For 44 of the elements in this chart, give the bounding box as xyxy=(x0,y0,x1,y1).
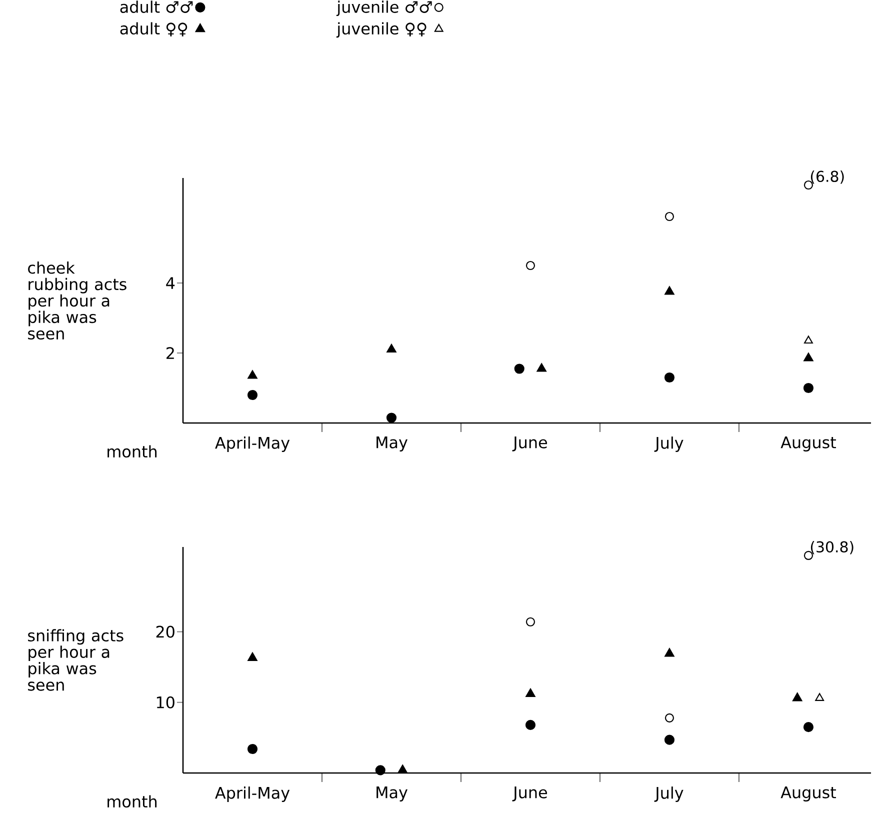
y-axis-title: sniffing acts per hour a pika was seen xyxy=(28,629,124,691)
point xyxy=(803,722,814,732)
annotation: (6.8) xyxy=(810,170,844,184)
x-tick-label: May xyxy=(376,786,408,802)
legend-label: adult ♂♂ xyxy=(120,0,193,13)
point xyxy=(664,713,674,722)
y-axis-title: cheek rubbing acts per hour a pika was seen xyxy=(28,261,126,340)
x-tick-label: August xyxy=(780,436,836,452)
point xyxy=(664,286,674,295)
point xyxy=(247,744,258,754)
legend-label: juvenile ♂♂ xyxy=(336,0,432,16)
point xyxy=(803,382,814,394)
x-axis-title: month xyxy=(108,795,157,808)
point xyxy=(526,688,536,697)
x-tick-label: April-May xyxy=(215,786,290,802)
point xyxy=(247,390,258,400)
x-tick-label: July xyxy=(654,436,684,452)
point xyxy=(664,372,675,383)
point xyxy=(526,260,536,270)
point xyxy=(804,352,814,362)
legend-label: juvenile ♀♀ xyxy=(336,22,426,38)
y-tick-label: 20 xyxy=(156,626,174,638)
point xyxy=(386,344,396,353)
y-tick-label: 4 xyxy=(166,277,175,289)
point xyxy=(664,212,674,222)
point xyxy=(526,617,536,626)
point xyxy=(664,734,675,745)
x-tick-label: August xyxy=(780,786,836,802)
x-tick-label: June xyxy=(512,436,547,452)
legend-label: adult ♀♀ xyxy=(120,22,188,36)
point xyxy=(804,336,813,344)
point xyxy=(248,652,258,661)
point xyxy=(386,412,397,423)
annotation: (30.8) xyxy=(810,540,854,554)
point xyxy=(525,720,536,730)
x-tick-label: July xyxy=(654,786,684,802)
point xyxy=(248,370,258,379)
x-tick-label: April-May xyxy=(215,436,290,452)
x-tick-label: May xyxy=(376,436,408,452)
y-tick-label: 10 xyxy=(156,696,174,708)
x-tick-label: June xyxy=(512,786,547,802)
y-tick-label: 2 xyxy=(166,347,174,359)
point xyxy=(664,648,674,657)
x-axis-title: month xyxy=(108,445,157,458)
